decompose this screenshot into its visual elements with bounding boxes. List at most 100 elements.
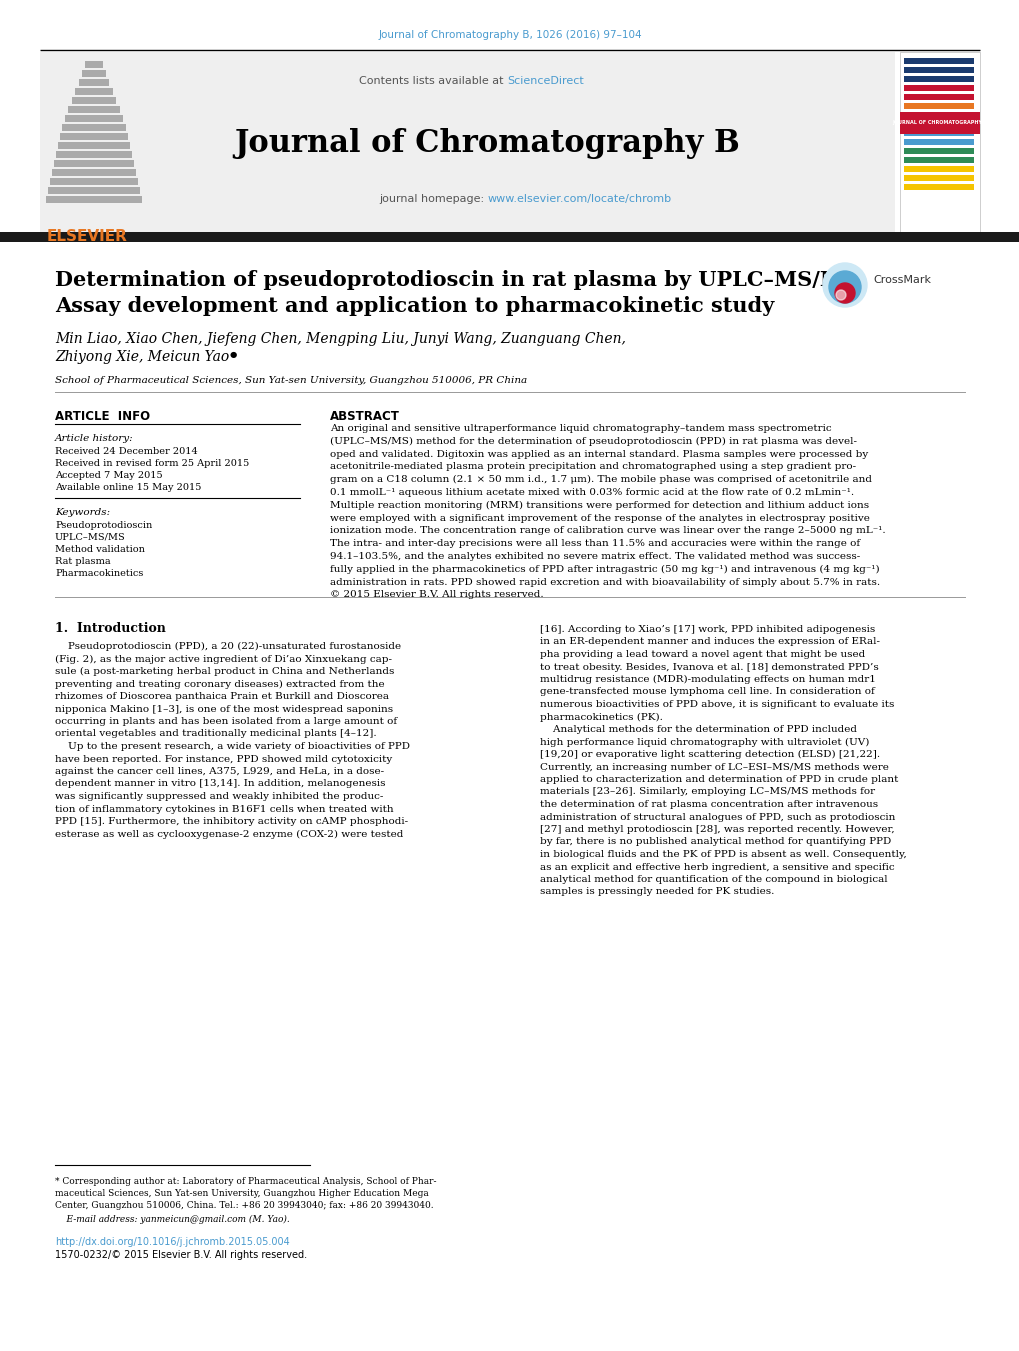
Text: 1.  Introduction: 1. Introduction xyxy=(55,621,166,635)
Text: Received in revised form 25 April 2015: Received in revised form 25 April 2015 xyxy=(55,459,249,467)
Text: to treat obesity. Besides, Ivanova et al. [18] demonstrated PPD’s: to treat obesity. Besides, Ivanova et al… xyxy=(539,662,878,671)
Text: Received 24 December 2014: Received 24 December 2014 xyxy=(55,447,198,457)
Bar xyxy=(72,97,116,104)
Text: 1570-0232/© 2015 Elsevier B.V. All rights reserved.: 1570-0232/© 2015 Elsevier B.V. All right… xyxy=(55,1250,307,1260)
Text: pha providing a lead toward a novel agent that might be used: pha providing a lead toward a novel agen… xyxy=(539,650,864,659)
Text: ●: ● xyxy=(229,350,237,359)
Text: ionization mode. The concentration range of calibration curve was linear over th: ionization mode. The concentration range… xyxy=(330,527,884,535)
Text: 0.1 mmolL⁻¹ aqueous lithium acetate mixed with 0.03% formic acid at the flow rat: 0.1 mmolL⁻¹ aqueous lithium acetate mixe… xyxy=(330,488,853,497)
Text: CrossMark: CrossMark xyxy=(872,276,930,285)
Text: * Corresponding author at: Laboratory of Pharmaceutical Analysis, School of Phar: * Corresponding author at: Laboratory of… xyxy=(55,1177,436,1186)
Text: Keywords:: Keywords: xyxy=(55,508,110,517)
Bar xyxy=(50,178,138,185)
Bar xyxy=(58,142,129,149)
Text: [27] and methyl protodioscin [28], was reported recently. However,: [27] and methyl protodioscin [28], was r… xyxy=(539,825,894,834)
Text: Determination of pseudoprotodioscin in rat plasma by UPLC–MS/MS:: Determination of pseudoprotodioscin in r… xyxy=(55,270,865,290)
Text: dependent manner in vitro [13,14]. In addition, melanogenesis: dependent manner in vitro [13,14]. In ad… xyxy=(55,780,385,789)
Bar xyxy=(903,149,973,154)
Text: multidrug resistance (MDR)-modulating effects on human mdr1: multidrug resistance (MDR)-modulating ef… xyxy=(539,676,875,684)
Text: ABSTRACT: ABSTRACT xyxy=(330,409,399,423)
Text: sule (a post-marketing herbal product in China and Netherlands: sule (a post-marketing herbal product in… xyxy=(55,667,394,676)
Bar xyxy=(65,115,123,122)
Text: as an explicit and effective herb ingredient, a sensitive and specific: as an explicit and effective herb ingred… xyxy=(539,862,894,871)
Text: Pseudoprotodioscin (PPD), a 20 (22)-unsaturated furostanoside: Pseudoprotodioscin (PPD), a 20 (22)-unsa… xyxy=(55,642,400,651)
Text: The intra- and inter-day precisions were all less than 11.5% and accuracies were: The intra- and inter-day precisions were… xyxy=(330,539,859,549)
Text: ARTICLE  INFO: ARTICLE INFO xyxy=(55,409,150,423)
Text: occurring in plants and has been isolated from a large amount of: occurring in plants and has been isolate… xyxy=(55,717,396,725)
Bar xyxy=(56,151,131,158)
Text: rhizomes of Dioscorea panthaica Prain et Burkill and Dioscorea: rhizomes of Dioscorea panthaica Prain et… xyxy=(55,692,388,701)
Bar xyxy=(52,169,136,176)
Bar xyxy=(903,130,973,136)
Text: in an ER-dependent manner and induces the expression of ERal-: in an ER-dependent manner and induces th… xyxy=(539,638,879,647)
Text: against the cancer cell lines, A375, L929, and HeLa, in a dose-: against the cancer cell lines, A375, L92… xyxy=(55,767,384,775)
Text: were employed with a significant improvement of the response of the analytes in : were employed with a significant improve… xyxy=(330,513,869,523)
Bar xyxy=(62,124,126,131)
Text: administration in rats. PPD showed rapid excretion and with bioavailability of s: administration in rats. PPD showed rapid… xyxy=(330,578,879,586)
Text: preventing and treating coronary diseases) extracted from the: preventing and treating coronary disease… xyxy=(55,680,384,689)
Text: www.elsevier.com/locate/chromb: www.elsevier.com/locate/chromb xyxy=(487,195,671,204)
Text: Analytical methods for the determination of PPD included: Analytical methods for the determination… xyxy=(539,725,856,734)
Bar xyxy=(0,232,1019,242)
Text: was significantly suppressed and weakly inhibited the produc-: was significantly suppressed and weakly … xyxy=(55,792,383,801)
Text: UPLC–MS/MS: UPLC–MS/MS xyxy=(55,534,125,542)
Bar xyxy=(46,196,142,203)
Bar xyxy=(40,51,894,236)
Text: ELSEVIER: ELSEVIER xyxy=(47,230,127,245)
Text: gram on a C18 column (2.1 × 50 mm i.d., 1.7 μm). The mobile phase was comprised : gram on a C18 column (2.1 × 50 mm i.d., … xyxy=(330,476,871,484)
Bar xyxy=(899,51,979,236)
Bar xyxy=(903,103,973,109)
Text: gene-transfected mouse lymphoma cell line. In consideration of: gene-transfected mouse lymphoma cell lin… xyxy=(539,688,874,697)
Text: tion of inflammatory cytokines in B16F1 cells when treated with: tion of inflammatory cytokines in B16F1 … xyxy=(55,804,393,813)
Text: fully applied in the pharmacokinetics of PPD after intragastric (50 mg kg⁻¹) and: fully applied in the pharmacokinetics of… xyxy=(330,565,878,574)
Text: Zhiyong Xie, Meicun Yao: Zhiyong Xie, Meicun Yao xyxy=(55,350,229,363)
Text: journal homepage:: journal homepage: xyxy=(378,195,487,204)
Text: esterase as well as cyclooxygenase-2 enzyme (COX-2) were tested: esterase as well as cyclooxygenase-2 enz… xyxy=(55,830,403,839)
Text: Article history:: Article history: xyxy=(55,434,133,443)
Text: School of Pharmaceutical Sciences, Sun Yat-sen University, Guangzhou 510006, PR : School of Pharmaceutical Sciences, Sun Y… xyxy=(55,376,527,385)
Bar xyxy=(903,95,973,100)
Bar xyxy=(903,58,973,63)
Text: samples is pressingly needed for PK studies.: samples is pressingly needed for PK stud… xyxy=(539,888,773,897)
Text: [19,20] or evaporative light scattering detection (ELSD) [21,22].: [19,20] or evaporative light scattering … xyxy=(539,750,879,759)
Text: the determination of rat plasma concentration after intravenous: the determination of rat plasma concentr… xyxy=(539,800,877,809)
Text: Center, Guangzhou 510006, China. Tel.: +86 20 39943040; fax: +86 20 39943040.: Center, Guangzhou 510006, China. Tel.: +… xyxy=(55,1201,433,1210)
Text: maceutical Sciences, Sun Yat-sen University, Guangzhou Higher Education Mega: maceutical Sciences, Sun Yat-sen Univers… xyxy=(55,1189,428,1198)
Text: applied to characterization and determination of PPD in crude plant: applied to characterization and determin… xyxy=(539,775,898,784)
Text: An original and sensitive ultraperformance liquid chromatography–tandem mass spe: An original and sensitive ultraperforman… xyxy=(330,424,830,434)
Text: Up to the present research, a wide variety of bioactivities of PPD: Up to the present research, a wide varie… xyxy=(55,742,410,751)
Text: Pseudoprotodioscin: Pseudoprotodioscin xyxy=(55,521,152,530)
Text: (Fig. 2), as the major active ingredient of Di’ao Xinxuekang cap-: (Fig. 2), as the major active ingredient… xyxy=(55,654,391,663)
Text: oriental vegetables and traditionally medicinal plants [4–12].: oriental vegetables and traditionally me… xyxy=(55,730,376,739)
Text: pharmacokinetics (PK).: pharmacokinetics (PK). xyxy=(539,712,662,721)
Text: Currently, an increasing number of LC–ESI–MS/MS methods were: Currently, an increasing number of LC–ES… xyxy=(539,762,888,771)
Bar xyxy=(60,132,127,141)
Text: Assay development and application to pharmacokinetic study: Assay development and application to pha… xyxy=(55,296,773,316)
Bar xyxy=(85,61,103,68)
Text: materials [23–26]. Similarly, employing LC–MS/MS methods for: materials [23–26]. Similarly, employing … xyxy=(539,788,874,797)
Text: http://dx.doi.org/10.1016/j.jchromb.2015.05.004: http://dx.doi.org/10.1016/j.jchromb.2015… xyxy=(55,1238,289,1247)
Circle shape xyxy=(835,282,854,303)
Text: Accepted 7 May 2015: Accepted 7 May 2015 xyxy=(55,471,162,480)
Bar xyxy=(903,112,973,118)
Text: in biological fluids and the PK of PPD is absent as well. Consequently,: in biological fluids and the PK of PPD i… xyxy=(539,850,906,859)
Text: have been reported. For instance, PPD showed mild cytotoxicity: have been reported. For instance, PPD sh… xyxy=(55,754,392,763)
Bar xyxy=(68,105,120,113)
Text: E-mail address: yanmeicun@gmail.com (M. Yao).: E-mail address: yanmeicun@gmail.com (M. … xyxy=(55,1215,289,1224)
Circle shape xyxy=(828,272,860,303)
Text: analytical method for quantification of the compound in biological: analytical method for quantification of … xyxy=(539,875,887,884)
Text: Available online 15 May 2015: Available online 15 May 2015 xyxy=(55,484,201,492)
Bar xyxy=(78,78,109,86)
Text: Journal of Chromatography B: Journal of Chromatography B xyxy=(234,128,740,159)
Bar xyxy=(903,184,973,190)
Text: PPD [15]. Furthermore, the inhibitory activity on cAMP phosphodi-: PPD [15]. Furthermore, the inhibitory ac… xyxy=(55,817,408,825)
Text: Method validation: Method validation xyxy=(55,544,145,554)
Text: nipponica Makino [1–3], is one of the most widespread saponins: nipponica Makino [1–3], is one of the mo… xyxy=(55,704,392,713)
Text: ScienceDirect: ScienceDirect xyxy=(507,76,584,86)
Bar xyxy=(903,157,973,163)
Bar xyxy=(903,76,973,82)
Text: JOURNAL OF CHROMATOGRAPHY B: JOURNAL OF CHROMATOGRAPHY B xyxy=(892,120,986,126)
Text: (UPLC–MS/MS) method for the determination of pseudoprotodioscin (PPD) in rat pla: (UPLC–MS/MS) method for the determinatio… xyxy=(330,436,856,446)
Text: 94.1–103.5%, and the analytes exhibited no severe matrix effect. The validated m: 94.1–103.5%, and the analytes exhibited … xyxy=(330,553,859,561)
Bar xyxy=(82,70,106,77)
